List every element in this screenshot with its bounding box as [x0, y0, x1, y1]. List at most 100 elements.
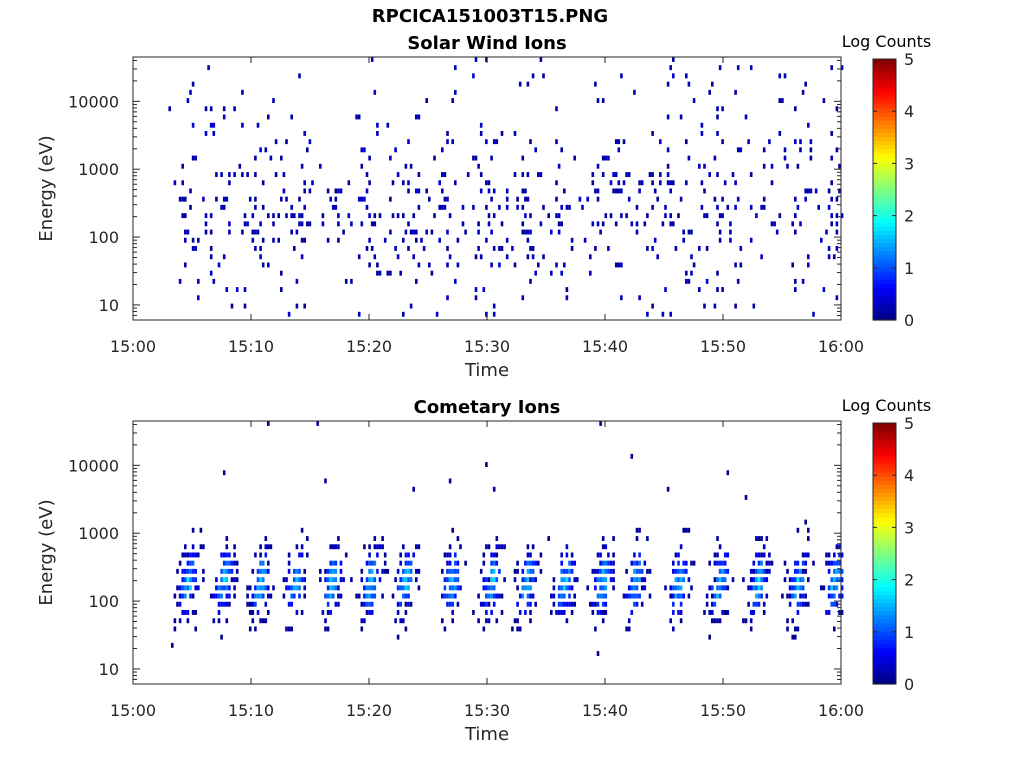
spectrogram-cell	[596, 651, 600, 656]
spectrogram-cell	[565, 577, 569, 583]
spectrogram-cell	[181, 163, 184, 169]
spectrogram-cell	[765, 560, 769, 566]
y-tick-label: 1000	[78, 524, 119, 543]
spectrogram-cell	[716, 536, 719, 541]
colorbar-segment	[873, 67, 896, 72]
spectrogram-cell	[241, 89, 244, 95]
colorbar-segment	[873, 242, 896, 248]
spectrogram-cell	[617, 262, 621, 268]
spectrogram-cell	[324, 577, 327, 583]
spectrogram-cell	[308, 188, 312, 194]
spectrogram-cell	[404, 560, 408, 566]
colorbar-segment	[873, 262, 896, 268]
spectrogram-cell	[256, 568, 260, 574]
spectrogram-cell	[228, 229, 231, 235]
spectrogram-cell	[666, 81, 670, 87]
spectrogram-cell	[721, 577, 724, 583]
spectrogram-cell	[838, 552, 841, 558]
spectrogram-cell	[778, 73, 782, 79]
spectrogram-cell	[485, 618, 488, 624]
spectrogram-cell	[222, 196, 226, 202]
colorbar-segment	[873, 496, 896, 502]
spectrogram-cell	[801, 278, 805, 284]
spectrogram-cell	[220, 568, 223, 574]
spectrogram-cell	[833, 552, 836, 558]
spectrogram-cell	[186, 560, 190, 566]
spectrogram-cell	[713, 303, 717, 309]
spectrogram-cell	[287, 626, 291, 632]
spectrogram-cell	[357, 593, 361, 599]
spectrogram-cell	[326, 585, 330, 591]
spectrogram-cell	[604, 213, 608, 219]
spectrogram-cell	[716, 577, 719, 583]
spectrogram-cell	[342, 229, 345, 235]
spectrogram-cell	[373, 585, 377, 591]
spectrogram-cell	[306, 536, 309, 541]
spectrogram-cell	[329, 568, 332, 574]
spectrogram-cell	[492, 486, 496, 492]
spectrogram-cell	[820, 237, 823, 243]
spectrogram-cell	[417, 204, 421, 210]
spectrogram-cell	[664, 204, 667, 210]
spectrogram-cell	[492, 593, 496, 599]
spectrogram-cell	[438, 180, 441, 186]
spectrogram-cell	[248, 601, 252, 607]
spectrogram-cell	[526, 172, 530, 177]
spectrogram-cell	[757, 560, 761, 566]
spectrogram-cell	[807, 527, 810, 533]
spectrogram-cell	[672, 560, 675, 566]
spectrogram-cell	[184, 237, 187, 243]
spectrogram-cell	[659, 172, 662, 177]
spectrogram-cell	[814, 188, 818, 194]
spectrogram-cell	[321, 221, 325, 227]
spectrogram-cell	[739, 246, 743, 251]
spectrogram-cell	[254, 155, 257, 161]
spectrogram-cell	[762, 544, 766, 550]
colorbar-segment	[873, 549, 896, 555]
spectrogram-cell	[752, 610, 756, 615]
plot-area	[133, 421, 841, 684]
spectrogram-cell	[796, 568, 800, 574]
spectrogram-cell	[298, 221, 301, 227]
spectrogram-cell	[653, 237, 657, 243]
spectrogram-cell	[630, 577, 634, 583]
spectrogram-cell	[669, 188, 672, 194]
spectrogram-cell	[415, 568, 418, 574]
spectrogram-cell	[191, 81, 195, 87]
spectrogram-cell	[529, 246, 532, 251]
spectrogram-cell	[446, 262, 449, 268]
spectrogram-cell	[181, 552, 184, 558]
spectrogram-cell	[677, 560, 680, 566]
spectrogram-cell	[396, 172, 400, 177]
spectrogram-cell	[337, 585, 340, 591]
spectrogram-cell	[786, 163, 789, 169]
spectrogram-cell	[690, 585, 693, 591]
spectrogram-cell	[479, 568, 483, 574]
spectrogram-cell	[490, 577, 493, 583]
spectrogram-cell	[799, 147, 802, 153]
colorbar-segment	[873, 614, 896, 620]
spectrogram-cell	[365, 601, 369, 607]
spectrogram-cell	[482, 552, 486, 558]
spectrogram-cell	[228, 172, 231, 177]
spectrogram-cell	[531, 544, 535, 550]
spectrogram-cell	[511, 246, 514, 251]
spectrogram-cell	[204, 213, 208, 219]
spectrogram-cell	[225, 593, 229, 599]
spectrogram-cell	[521, 585, 525, 591]
spectrogram-cell	[516, 196, 519, 202]
colorbar-segment	[873, 427, 896, 432]
spectrogram-cell	[259, 552, 262, 558]
spectrogram-cell	[415, 237, 418, 243]
spectrogram-cell	[716, 287, 719, 292]
spectrogram-cell	[537, 560, 540, 566]
spectrogram-cell	[176, 568, 179, 574]
spectrogram-cell	[672, 585, 675, 591]
spectrogram-cell	[435, 311, 439, 317]
spectrogram-cell	[827, 254, 831, 260]
spectrogram-cell	[664, 287, 667, 292]
spectrogram-cell	[809, 188, 813, 194]
spectrogram-cell	[396, 634, 400, 640]
colorbar-segment	[873, 246, 896, 252]
